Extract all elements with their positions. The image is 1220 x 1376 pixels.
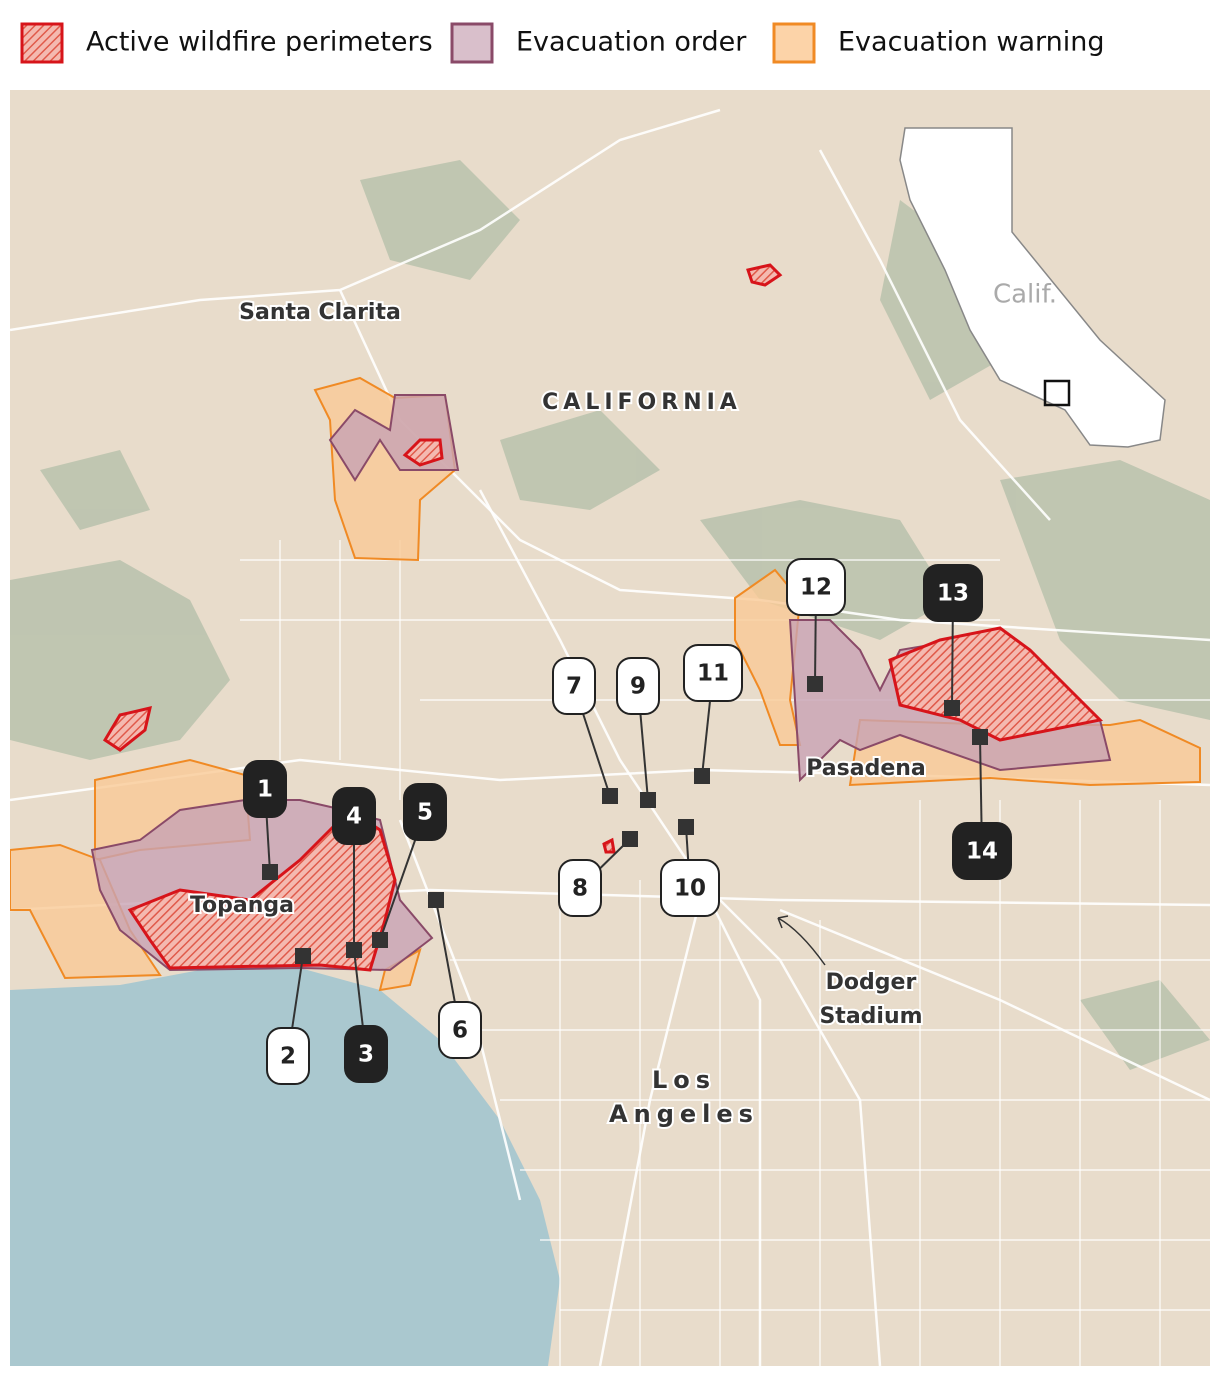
marker-label: 14 [966, 839, 998, 865]
marker-box [438, 1001, 482, 1059]
marker-site [640, 792, 656, 808]
california-inset: Calif. [899, 127, 1166, 448]
place-labels: Santa Clarita CALIFORNIA Topanga Pasadena Do… [188, 298, 928, 1130]
basemap: Calif. Santa Clarita CALIFORNIA Topanga Pas… [10, 90, 1210, 1366]
marker-box [683, 644, 743, 702]
marker-site [678, 819, 694, 835]
marker-site [807, 676, 823, 692]
marker-box [344, 1025, 388, 1083]
place-label: Dodger [826, 970, 917, 995]
marker-site [972, 729, 988, 745]
place-label: Topanga [190, 893, 294, 918]
marker-box [786, 558, 846, 616]
marker-box [558, 859, 602, 917]
marker-label: 9 [630, 674, 646, 700]
marker-box [552, 657, 596, 715]
marker-site [428, 892, 444, 908]
marker-label: 4 [346, 804, 362, 830]
legend-label: Evacuation warning [838, 27, 1105, 58]
legend-swatch [772, 22, 816, 64]
marker-site [944, 700, 960, 716]
place-label: CALIFORNIA [542, 390, 742, 415]
marker-label: 2 [280, 1044, 296, 1070]
legend-label: Active wildfire perimeters [86, 27, 433, 58]
place-label: Angeles [609, 1100, 759, 1128]
marker-box [616, 657, 660, 715]
marker-label: 7 [566, 674, 582, 700]
marker-label: 5 [417, 800, 433, 826]
marker-box [660, 859, 720, 917]
marker-site [346, 942, 362, 958]
marker-label: 13 [937, 581, 969, 607]
ocean [10, 968, 560, 1366]
marker-box [403, 783, 447, 841]
pointer-arrow [777, 915, 826, 966]
fire-perimeters [102, 263, 1104, 972]
marker-box [243, 760, 287, 818]
marker-label: 1 [257, 777, 273, 803]
marker-box [923, 564, 983, 622]
marker-site [372, 932, 388, 948]
hills [10, 160, 1210, 1070]
place-label: Los [652, 1066, 716, 1094]
place-label: Stadium [819, 1004, 922, 1029]
marker-label: 6 [452, 1018, 468, 1044]
marker-box [952, 822, 1012, 880]
marker-site [602, 788, 618, 804]
place-label: Santa Clarita [239, 300, 401, 325]
legend-label: Evacuation order [516, 27, 747, 58]
legend-swatch [20, 22, 64, 64]
marker-site [622, 831, 638, 847]
marker-box [332, 787, 376, 845]
marker-label: 12 [800, 575, 832, 601]
legend-swatch [450, 22, 494, 64]
marker-label: 3 [358, 1042, 374, 1068]
inset-label: Calif. [993, 280, 1057, 310]
marker-site [295, 948, 311, 964]
legend: Active wildfire perimeters Evacuation ord… [20, 22, 1105, 64]
marker-site [262, 864, 278, 880]
marker-label: 8 [572, 876, 588, 902]
marker-label: 11 [697, 661, 729, 687]
marker-site [694, 768, 710, 784]
marker-box [266, 1027, 310, 1085]
marker-label: 10 [674, 876, 706, 902]
place-label: Pasadena [806, 756, 926, 781]
